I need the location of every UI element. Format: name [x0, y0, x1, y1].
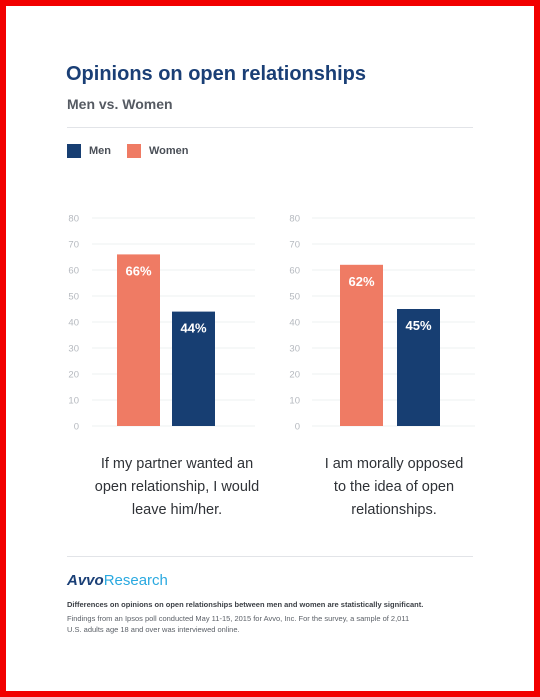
chart-subtitle: Men vs. Women	[67, 96, 173, 112]
methodology-line-1: Findings from an Ipsos poll conducted Ma…	[67, 614, 410, 623]
chart-title: Opinions on open relationships	[66, 63, 367, 85]
chart-1-bar-women	[117, 254, 160, 426]
chart-1-caption: If my partner wanted an open relationshi…	[77, 453, 277, 522]
legend-item-women: Women	[127, 144, 189, 158]
chart-2-ytick-label: 20	[289, 370, 300, 381]
methodology-note: Findings from an Ipsos poll conducted Ma…	[67, 613, 477, 635]
chart-1-ytick-label: 30	[68, 344, 79, 355]
chart-1-ytick-label: 50	[68, 292, 79, 303]
chart-1-ytick-label: 20	[68, 370, 79, 381]
chart-2-bar-women	[340, 264, 383, 426]
chart-1-ytick-label: 0	[74, 422, 79, 433]
chart-2-ytick-label: 80	[289, 214, 300, 225]
chart-2-ytick-label: 30	[289, 344, 300, 355]
chart-2-data-label-women: 62%	[348, 274, 374, 289]
significance-note: Differences on opinions on open relation…	[67, 600, 424, 609]
chart-2-ytick-label: 50	[289, 292, 300, 303]
methodology-line-2: U.S. adults age 18 and over was intervie…	[67, 625, 240, 634]
chart-1-data-label-women: 66%	[125, 263, 151, 278]
chart-1-ytick-label: 80	[68, 214, 79, 225]
chart-2-caption: I am morally opposed to the idea of open…	[294, 453, 494, 522]
chart-2-ytick-label: 0	[295, 422, 300, 433]
chart-1-ytick-label: 10	[68, 396, 79, 407]
chart-1-data-label-men: 44%	[180, 321, 206, 336]
legend-label-men: Men	[89, 145, 111, 157]
chart-1-caption-line-1: If my partner wanted an	[100, 456, 254, 472]
chart-1-ytick-label: 70	[68, 240, 79, 251]
chart-2-ytick-label: 70	[289, 240, 300, 251]
chart-2-caption-line-1: I am morally opposed	[324, 456, 464, 472]
chart-2-caption-line-2: to the idea of open	[333, 479, 455, 495]
chart-1-ytick-label: 40	[68, 318, 79, 329]
chart-1-caption-line-3: leave him/her.	[131, 502, 223, 518]
chart-2-ytick-label: 10	[289, 396, 300, 407]
chart-2-caption-line-3: relationships.	[351, 502, 437, 518]
top-divider	[67, 127, 473, 128]
chart-2-data-label-men: 45%	[405, 318, 431, 333]
legend-swatch-women	[127, 144, 141, 158]
brand-avvo: Avvo	[67, 572, 104, 589]
legend-swatch-men	[67, 144, 81, 158]
legend-item-men: Men	[67, 144, 111, 158]
chart-1-bar-men	[172, 311, 215, 426]
avvo-research-logo: AvvoResearch	[67, 572, 168, 589]
brand-research: Research	[103, 572, 168, 589]
legend-label-women: Women	[149, 145, 189, 157]
bottom-divider	[67, 556, 473, 557]
chart-1-ytick-label: 60	[68, 266, 79, 277]
chart-2-bar-men	[397, 309, 440, 426]
chart-2-ytick-label: 40	[289, 318, 300, 329]
chart-2-ytick-label: 60	[289, 266, 300, 277]
chart-1-caption-line-2: open relationship, I would	[94, 479, 260, 495]
legend: Men Women	[67, 144, 205, 158]
